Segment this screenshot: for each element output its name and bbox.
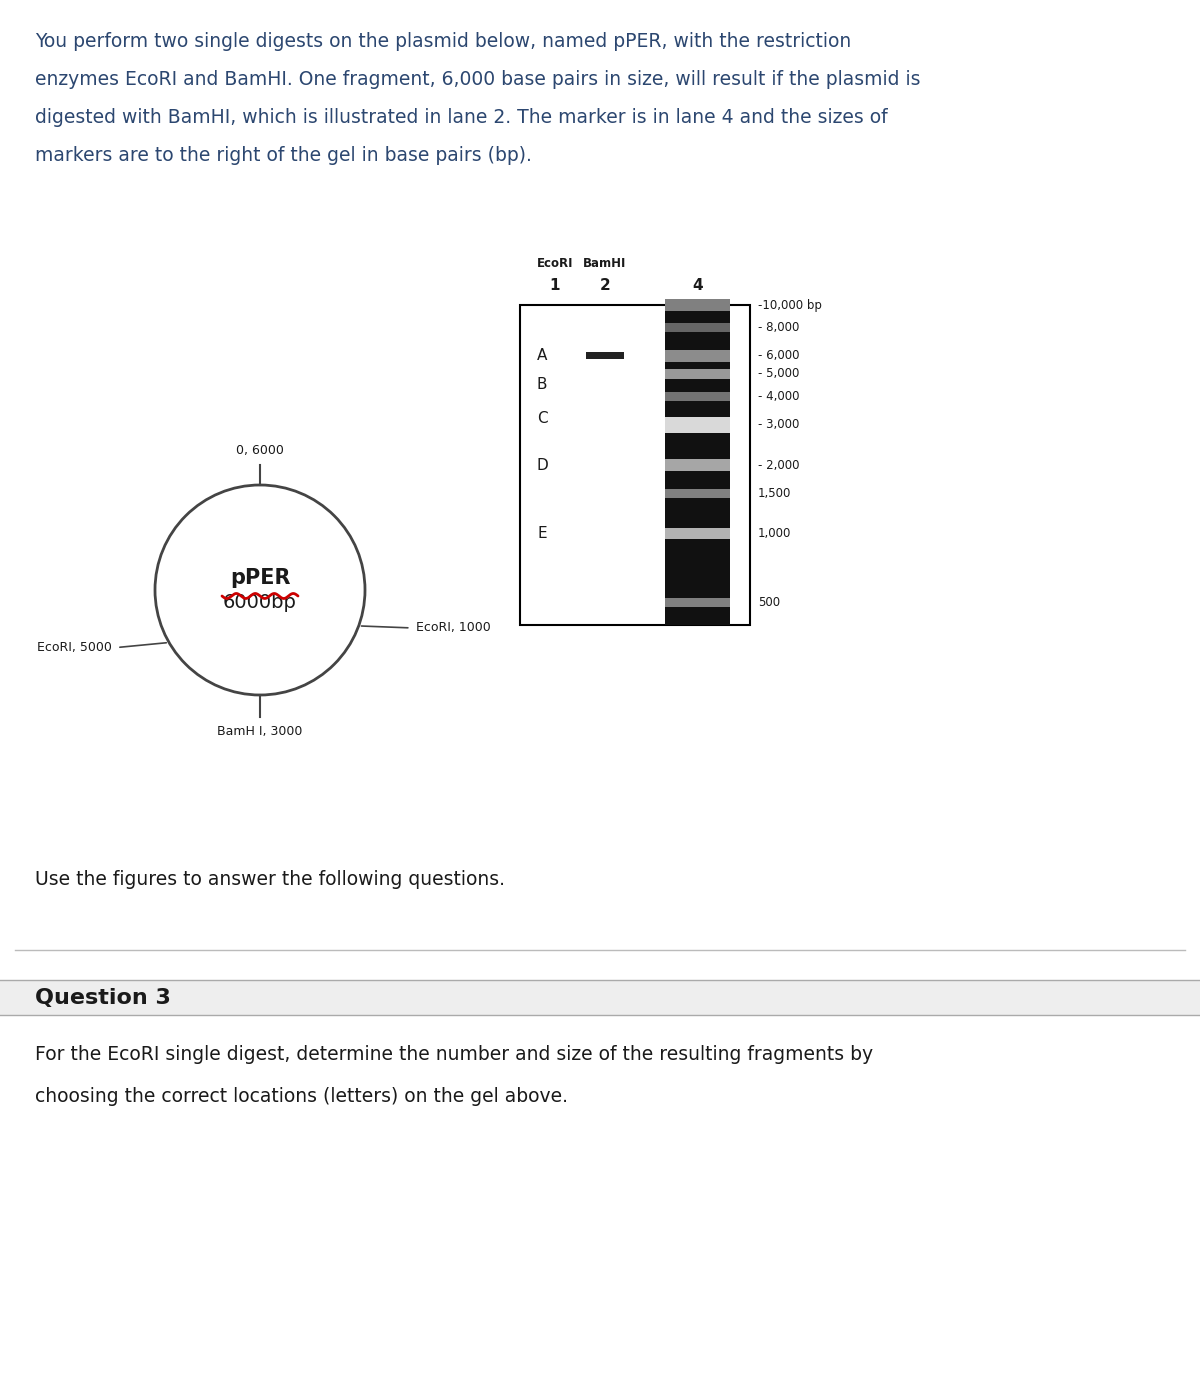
Text: BamHI: BamHI xyxy=(583,258,626,270)
Text: 4: 4 xyxy=(692,279,703,293)
Text: 1,000: 1,000 xyxy=(758,528,791,540)
Text: 1,500: 1,500 xyxy=(758,487,791,500)
Text: B: B xyxy=(536,377,547,392)
Text: - 2,000: - 2,000 xyxy=(758,459,799,472)
Text: choosing the correct locations (letters) on the gel above.: choosing the correct locations (letters)… xyxy=(35,1086,568,1106)
Text: 1: 1 xyxy=(550,279,560,293)
Text: E: E xyxy=(538,526,547,542)
Text: D: D xyxy=(536,458,548,473)
Text: digested with BamHI, which is illustrated in lane 2. The marker is in lane 4 and: digested with BamHI, which is illustrate… xyxy=(35,108,888,127)
Text: Use the figures to answer the following questions.: Use the figures to answer the following … xyxy=(35,869,505,889)
Bar xyxy=(665,350,730,361)
Text: EcoRI, 5000: EcoRI, 5000 xyxy=(37,641,112,654)
Text: - 8,000: - 8,000 xyxy=(758,321,799,333)
Bar xyxy=(665,322,730,332)
Text: - 4,000: - 4,000 xyxy=(758,389,799,403)
Text: A: A xyxy=(536,349,547,363)
Text: You perform two single digests on the plasmid below, named pPER, with the restri: You perform two single digests on the pl… xyxy=(35,32,851,50)
Text: EcoRI, 1000: EcoRI, 1000 xyxy=(415,622,491,634)
Bar xyxy=(665,300,730,311)
Text: - 5,000: - 5,000 xyxy=(758,367,799,381)
Bar xyxy=(665,370,730,379)
Bar xyxy=(665,489,730,498)
Text: EcoRI: EcoRI xyxy=(536,258,574,270)
Bar xyxy=(520,305,750,624)
Text: enzymes EcoRI and BamHI. One fragment, 6,000 base pairs in size, will result if : enzymes EcoRI and BamHI. One fragment, 6… xyxy=(35,70,920,90)
Bar xyxy=(665,417,730,433)
Text: BamH I, 3000: BamH I, 3000 xyxy=(217,725,302,738)
Bar xyxy=(665,528,730,539)
Text: Question 3: Question 3 xyxy=(35,987,170,1008)
Bar xyxy=(665,459,730,470)
Text: markers are to the right of the gel in base pairs (bp).: markers are to the right of the gel in b… xyxy=(35,146,532,165)
Bar xyxy=(586,353,624,360)
Text: 0, 6000: 0, 6000 xyxy=(236,444,284,456)
Text: - 6,000: - 6,000 xyxy=(758,349,799,363)
Text: C: C xyxy=(536,410,547,426)
Text: 6000bp: 6000bp xyxy=(223,592,296,612)
Bar xyxy=(665,598,730,608)
Text: For the EcoRI single digest, determine the number and size of the resulting frag: For the EcoRI single digest, determine t… xyxy=(35,1044,874,1064)
Bar xyxy=(665,305,730,624)
Bar xyxy=(665,392,730,400)
Text: -10,000 bp: -10,000 bp xyxy=(758,298,822,312)
Text: 500: 500 xyxy=(758,596,780,609)
Text: - 3,000: - 3,000 xyxy=(758,419,799,431)
Text: 2: 2 xyxy=(600,279,611,293)
Text: pPER: pPER xyxy=(229,568,290,588)
Bar xyxy=(0,980,1200,1015)
